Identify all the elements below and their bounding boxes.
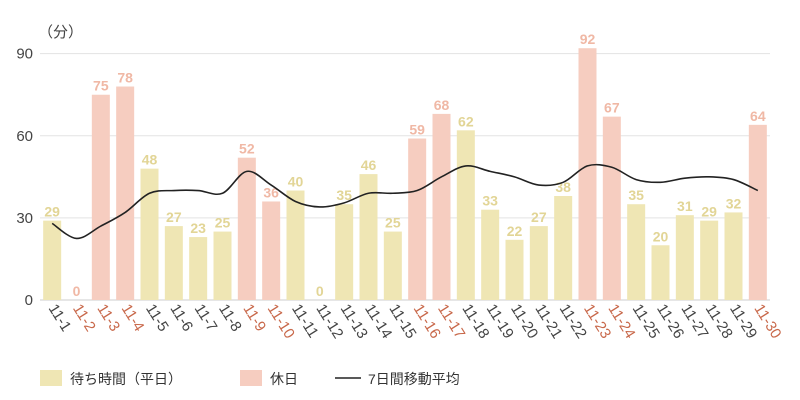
data-label: 64 xyxy=(750,108,766,124)
bar xyxy=(602,116,621,300)
x-tick-label: 11-6 xyxy=(166,301,196,335)
x-tick-label: 11-9 xyxy=(239,301,269,335)
bar xyxy=(286,190,305,300)
bar xyxy=(578,48,597,300)
data-label: 25 xyxy=(215,215,231,231)
x-tick-label: 11-7 xyxy=(191,301,221,335)
bar xyxy=(359,174,378,300)
bar xyxy=(335,204,354,300)
x-tick-label: 11-8 xyxy=(215,301,245,335)
bar xyxy=(213,231,232,300)
bar xyxy=(116,86,135,301)
y-axis: （分） 0 30 60 90 xyxy=(16,24,83,309)
y-unit-label: （分） xyxy=(38,24,83,41)
bar xyxy=(91,94,110,300)
y-tick-label: 60 xyxy=(16,128,33,145)
bars xyxy=(43,48,767,301)
data-label: 27 xyxy=(166,209,182,225)
bar xyxy=(408,138,427,300)
data-label: 75 xyxy=(93,78,109,94)
data-label: 59 xyxy=(409,122,425,138)
data-label: 40 xyxy=(288,174,304,190)
data-label: 68 xyxy=(434,97,450,113)
bar xyxy=(432,113,451,300)
x-tick-label: 11-2 xyxy=(69,301,99,335)
data-label: 52 xyxy=(239,141,255,157)
data-label: 0 xyxy=(316,283,324,299)
legend-weekday-swatch xyxy=(40,370,62,386)
bar xyxy=(627,204,646,300)
bar xyxy=(43,220,62,300)
data-label: 0 xyxy=(73,283,81,299)
data-label: 29 xyxy=(44,204,60,220)
x-tick-label: 11-3 xyxy=(93,301,123,335)
data-label: 46 xyxy=(361,157,377,173)
bar xyxy=(481,209,500,300)
bar xyxy=(748,124,767,300)
bar xyxy=(140,168,159,300)
legend-holiday-swatch xyxy=(240,370,262,386)
x-tick-label: 11-1 xyxy=(45,301,75,335)
bar xyxy=(724,212,743,300)
data-label: 22 xyxy=(507,223,523,239)
data-label: 35 xyxy=(628,187,644,203)
legend: 待ち時間（平日） 休日 7日間移動平均 xyxy=(40,370,460,387)
y-tick-label: 90 xyxy=(16,46,33,63)
data-label: 48 xyxy=(142,152,158,168)
data-label: 29 xyxy=(701,204,717,220)
moving-average-line xyxy=(51,163,759,240)
data-label: 31 xyxy=(677,198,693,214)
data-label: 35 xyxy=(336,187,352,203)
bar xyxy=(554,196,573,300)
data-label: 27 xyxy=(531,209,547,225)
data-label: 38 xyxy=(555,179,571,195)
data-label: 25 xyxy=(385,215,401,231)
data-label: 20 xyxy=(653,228,669,244)
bar xyxy=(505,239,524,300)
gridlines xyxy=(40,53,770,301)
data-labels: 29 0 75 78 48 27 23 25 52 36 40 0 35 46 25 59 68 62 33 22 27… xyxy=(44,31,765,299)
data-label: 62 xyxy=(458,113,474,129)
y-tick-label: 0 xyxy=(25,292,33,309)
y-tick-label: 30 xyxy=(16,210,33,227)
data-label: 92 xyxy=(580,31,596,47)
legend-average-label: 7日間移動平均 xyxy=(368,371,460,387)
bar xyxy=(189,237,208,300)
bar xyxy=(700,220,719,300)
x-tick-label: 11-4 xyxy=(118,301,148,335)
bar xyxy=(164,226,183,300)
bar xyxy=(262,201,281,300)
bar xyxy=(383,231,402,300)
legend-weekday-label: 待ち時間（平日） xyxy=(70,371,182,387)
data-label: 23 xyxy=(190,220,206,236)
bar xyxy=(651,245,670,300)
bar xyxy=(456,130,475,300)
x-axis: 11-111-211-311-411-511-611-711-811-911-1… xyxy=(45,301,785,342)
legend-holiday-label: 休日 xyxy=(270,371,298,387)
data-label: 36 xyxy=(263,184,279,200)
bar xyxy=(529,226,548,300)
bar xyxy=(237,157,256,300)
data-label: 67 xyxy=(604,100,620,116)
data-label: 33 xyxy=(482,193,498,209)
x-tick-label: 11-5 xyxy=(142,301,172,335)
bar xyxy=(675,215,694,300)
data-label: 78 xyxy=(117,70,133,86)
data-label: 32 xyxy=(726,195,742,211)
